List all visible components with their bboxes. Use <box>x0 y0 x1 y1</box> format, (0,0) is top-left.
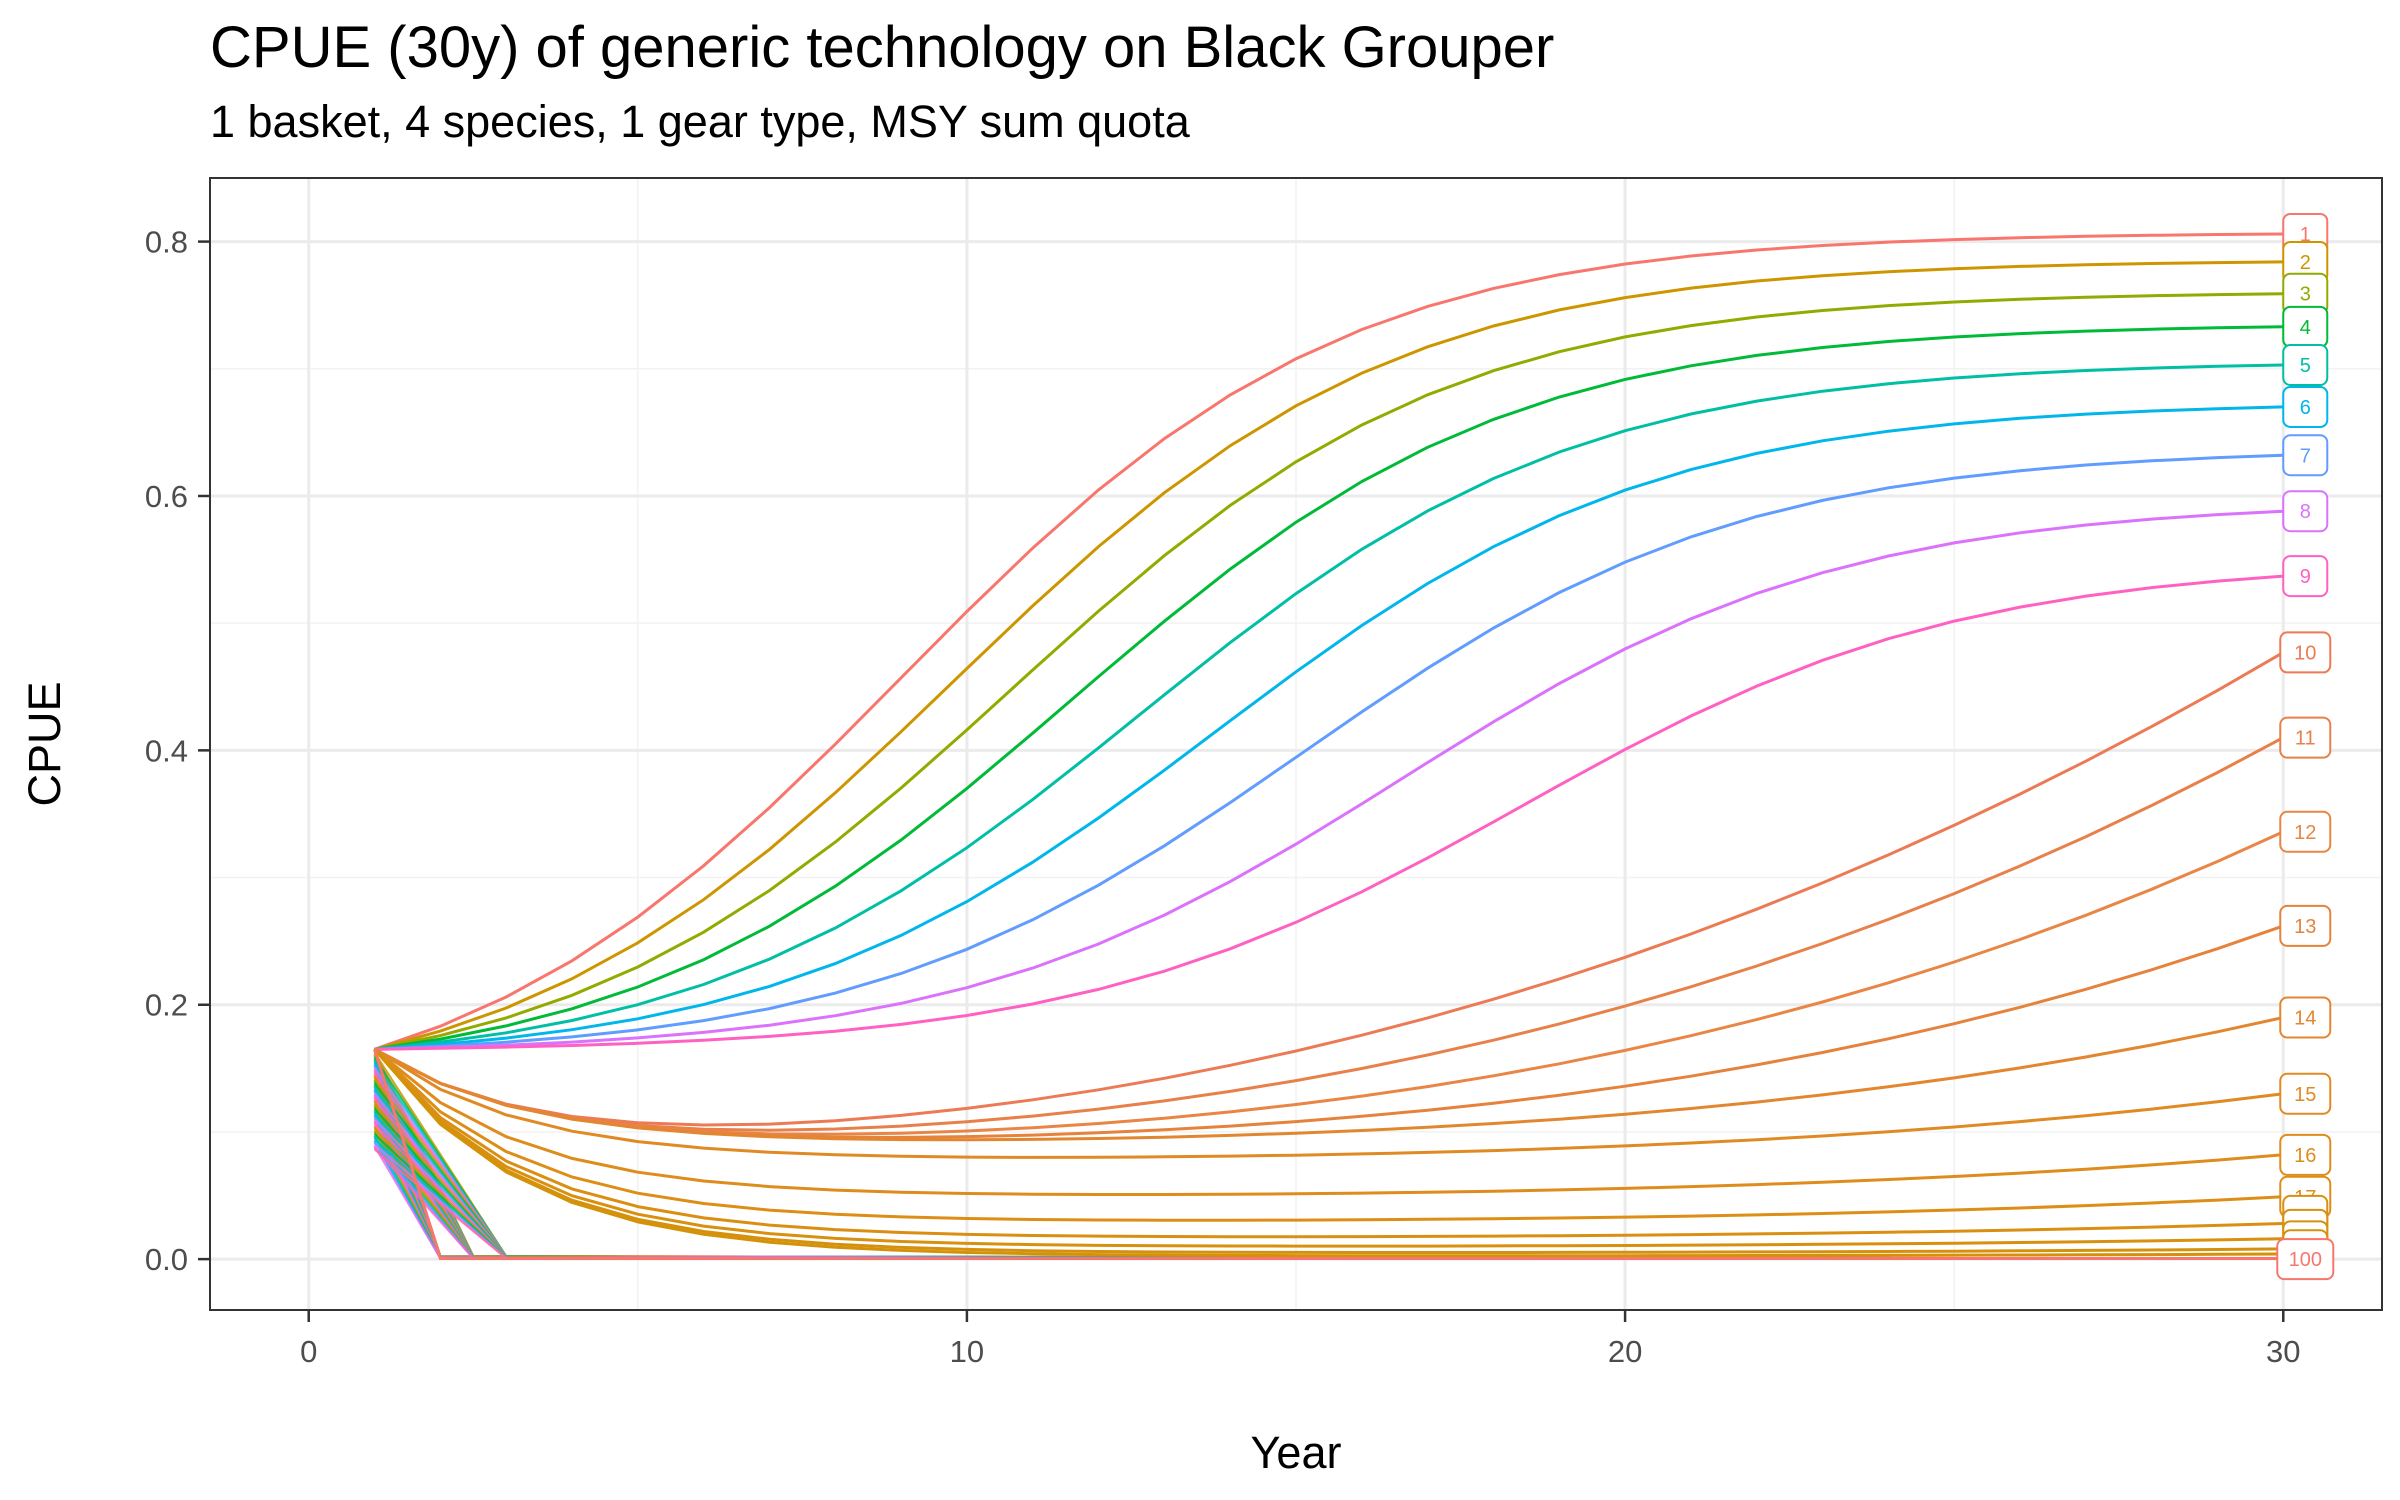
y-tick-label: 0.8 <box>145 225 188 260</box>
end-label: 15 <box>2294 1084 2316 1106</box>
series-line <box>374 574 2284 1051</box>
y-tick-label: 0.2 <box>145 988 188 1023</box>
series-line <box>373 1048 2284 1159</box>
end-label: 1 <box>2300 224 2311 246</box>
series-line <box>373 1048 2284 1260</box>
fan-series-line <box>373 1053 2284 1260</box>
end-label-box <box>2279 996 2332 1039</box>
end-label-box <box>2282 555 2329 598</box>
end-label: 6 <box>2300 397 2311 419</box>
series-line <box>373 736 2285 1132</box>
x-axis-title: Year <box>1251 1427 1342 1478</box>
x-tick-label: 0 <box>300 1334 317 1369</box>
end-label-box <box>2282 385 2329 428</box>
end-label: 13 <box>2294 916 2316 938</box>
series-line <box>373 651 2285 1127</box>
series-line <box>374 260 2284 1051</box>
end-label: 8 <box>2300 501 2311 523</box>
end-label: 14 <box>2294 1007 2316 1029</box>
chart-title: CPUE (30y) of generic technology on Blac… <box>210 15 1555 80</box>
fan-series-line <box>373 1138 2284 1260</box>
fan-series-line <box>373 1140 2284 1260</box>
fan-series-line <box>373 1055 2284 1260</box>
grid-layer <box>210 178 2382 1310</box>
end-label-box <box>2279 1133 2332 1176</box>
end-label: 2 <box>2300 252 2311 274</box>
chart-subtitle: 1 basket, 4 species, 1 gear type, MSY su… <box>210 96 1190 147</box>
end-label-box <box>2279 631 2332 674</box>
series-line <box>373 1016 2284 1142</box>
end-label: 4 <box>2300 317 2311 339</box>
end-label: 3 <box>2300 284 2311 306</box>
y-tick-label: 0.6 <box>145 479 188 514</box>
fan-series-line <box>373 1082 2284 1260</box>
series-line <box>374 325 2284 1051</box>
end-label: 9 <box>2300 566 2311 588</box>
x-tick-label: 20 <box>1608 1334 1642 1369</box>
end-label: 16 <box>2294 1145 2316 1167</box>
x-tick-label: 10 <box>950 1334 984 1369</box>
series-line <box>374 363 2284 1051</box>
series-line <box>373 1048 2284 1248</box>
end-label-box <box>2282 434 2329 477</box>
end-label: 5 <box>2300 355 2311 377</box>
series-layer <box>373 232 2285 1260</box>
end-label: 11 <box>2295 728 2316 750</box>
series-line <box>374 292 2284 1051</box>
series-line <box>373 1048 2284 1239</box>
plot-border <box>209 177 2383 1311</box>
end-label-box <box>2279 904 2332 947</box>
fan-series-line <box>373 1096 2284 1260</box>
series-line <box>373 1048 2284 1222</box>
end-label: 100 <box>2289 1249 2322 1271</box>
end-label-box <box>2279 810 2332 853</box>
series-line <box>374 453 2284 1051</box>
end-label-box <box>2282 343 2329 386</box>
series-line <box>373 1048 2284 1196</box>
fan-series-line <box>373 1059 2284 1260</box>
y-tick-label: 0.4 <box>145 733 188 768</box>
y-tick-label: 0.0 <box>145 1242 188 1277</box>
fan-series-line <box>373 1086 2284 1260</box>
axis-layer: 0 10 20 30 0.0 0.2 0.4 0.6 0.8 <box>145 225 2301 1369</box>
fan-series-line <box>373 1141 2284 1260</box>
end-label: 12 <box>2294 822 2316 844</box>
end-label-box <box>2279 1072 2332 1115</box>
end-label-box <box>2279 716 2332 759</box>
fan-series-line <box>373 1080 2284 1260</box>
end-label: 10 <box>2294 642 2316 664</box>
end-label-box <box>2282 490 2329 533</box>
series-line <box>373 1048 2284 1254</box>
series-line <box>373 1048 2284 1258</box>
fan-series-line <box>373 1057 2284 1260</box>
series-line <box>373 924 2284 1139</box>
fan-series-line <box>373 1084 2284 1260</box>
y-axis-title: CPUE <box>19 681 70 806</box>
x-tick-label: 30 <box>2266 1334 2300 1369</box>
series-line <box>374 509 2284 1051</box>
series-line <box>374 405 2284 1051</box>
end-label: 7 <box>2300 445 2311 467</box>
end-label-box <box>2276 1238 2335 1281</box>
fan-series-line <box>373 1060 2284 1260</box>
series-line <box>374 232 2284 1051</box>
end-labels: 1234567891011121314151617100 <box>2276 212 2335 1281</box>
